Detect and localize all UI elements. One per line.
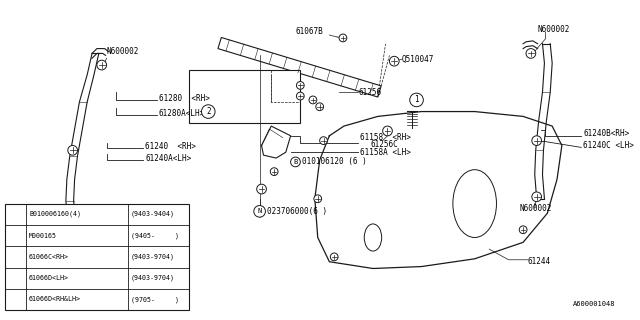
- Text: (9403-9704): (9403-9704): [131, 254, 175, 260]
- Circle shape: [75, 233, 84, 242]
- Text: 61240C <LH>: 61240C <LH>: [583, 141, 634, 150]
- Circle shape: [28, 210, 36, 218]
- Circle shape: [202, 105, 215, 118]
- Text: 61067B: 61067B: [296, 27, 323, 36]
- Text: 61240B<RH>: 61240B<RH>: [583, 129, 629, 138]
- Circle shape: [254, 205, 266, 217]
- Circle shape: [526, 49, 536, 58]
- Text: 2: 2: [206, 107, 211, 116]
- Circle shape: [296, 82, 304, 89]
- Circle shape: [316, 103, 324, 111]
- Circle shape: [532, 192, 541, 202]
- Text: 61256C: 61256C: [370, 140, 398, 149]
- Text: 2: 2: [13, 274, 18, 283]
- Text: 61244: 61244: [528, 257, 551, 266]
- Text: A600001048: A600001048: [573, 301, 615, 307]
- Text: (9705-     ): (9705- ): [131, 296, 179, 303]
- Text: B: B: [30, 212, 34, 217]
- Text: B010006160(4): B010006160(4): [29, 211, 81, 218]
- Text: 61240  <RH>: 61240 <RH>: [145, 142, 196, 151]
- Text: 61158  <RH>: 61158 <RH>: [360, 133, 412, 142]
- Text: N600002: N600002: [58, 249, 90, 258]
- Text: 61280  <RH>: 61280 <RH>: [159, 93, 210, 102]
- Text: 023706000(6 ): 023706000(6 ): [268, 207, 328, 216]
- Circle shape: [97, 60, 106, 70]
- Text: N600002: N600002: [519, 204, 552, 213]
- Circle shape: [270, 168, 278, 175]
- Circle shape: [68, 146, 77, 155]
- Text: Q510047: Q510047: [402, 55, 435, 64]
- Circle shape: [389, 56, 399, 66]
- Text: (9403-9704): (9403-9704): [131, 275, 175, 281]
- Text: 61066C<RH>: 61066C<RH>: [29, 254, 69, 260]
- Text: (9405-     ): (9405- ): [131, 232, 179, 239]
- Circle shape: [319, 137, 328, 145]
- Circle shape: [383, 126, 392, 136]
- Text: 61158A <LH>: 61158A <LH>: [360, 148, 412, 157]
- Circle shape: [291, 157, 300, 167]
- Circle shape: [314, 195, 322, 203]
- Text: M000165: M000165: [29, 233, 57, 239]
- Text: N600002: N600002: [106, 47, 139, 56]
- Bar: [5, 204, 189, 310]
- Circle shape: [309, 96, 317, 104]
- Text: (9403-9404): (9403-9404): [131, 211, 175, 218]
- Circle shape: [257, 184, 266, 194]
- Text: N600002: N600002: [538, 25, 570, 34]
- Circle shape: [296, 92, 304, 100]
- Text: 61280A<LH>: 61280A<LH>: [159, 109, 205, 118]
- Circle shape: [519, 226, 527, 234]
- Bar: [189, 70, 300, 123]
- Text: 61066D<LH>: 61066D<LH>: [29, 275, 69, 281]
- Text: 010106120 (6 ): 010106120 (6 ): [302, 157, 367, 166]
- Circle shape: [330, 253, 338, 261]
- Circle shape: [339, 34, 347, 42]
- Text: 61240A<LH>: 61240A<LH>: [145, 154, 191, 163]
- Circle shape: [9, 218, 22, 232]
- Circle shape: [532, 136, 541, 146]
- Text: B: B: [293, 159, 298, 165]
- Circle shape: [9, 271, 22, 285]
- Circle shape: [410, 93, 423, 107]
- Text: 1: 1: [414, 95, 419, 104]
- Text: 1: 1: [13, 220, 18, 229]
- Text: N: N: [257, 208, 262, 214]
- Text: 61066D<RH&LH>: 61066D<RH&LH>: [29, 297, 81, 302]
- Text: 61256: 61256: [358, 88, 381, 97]
